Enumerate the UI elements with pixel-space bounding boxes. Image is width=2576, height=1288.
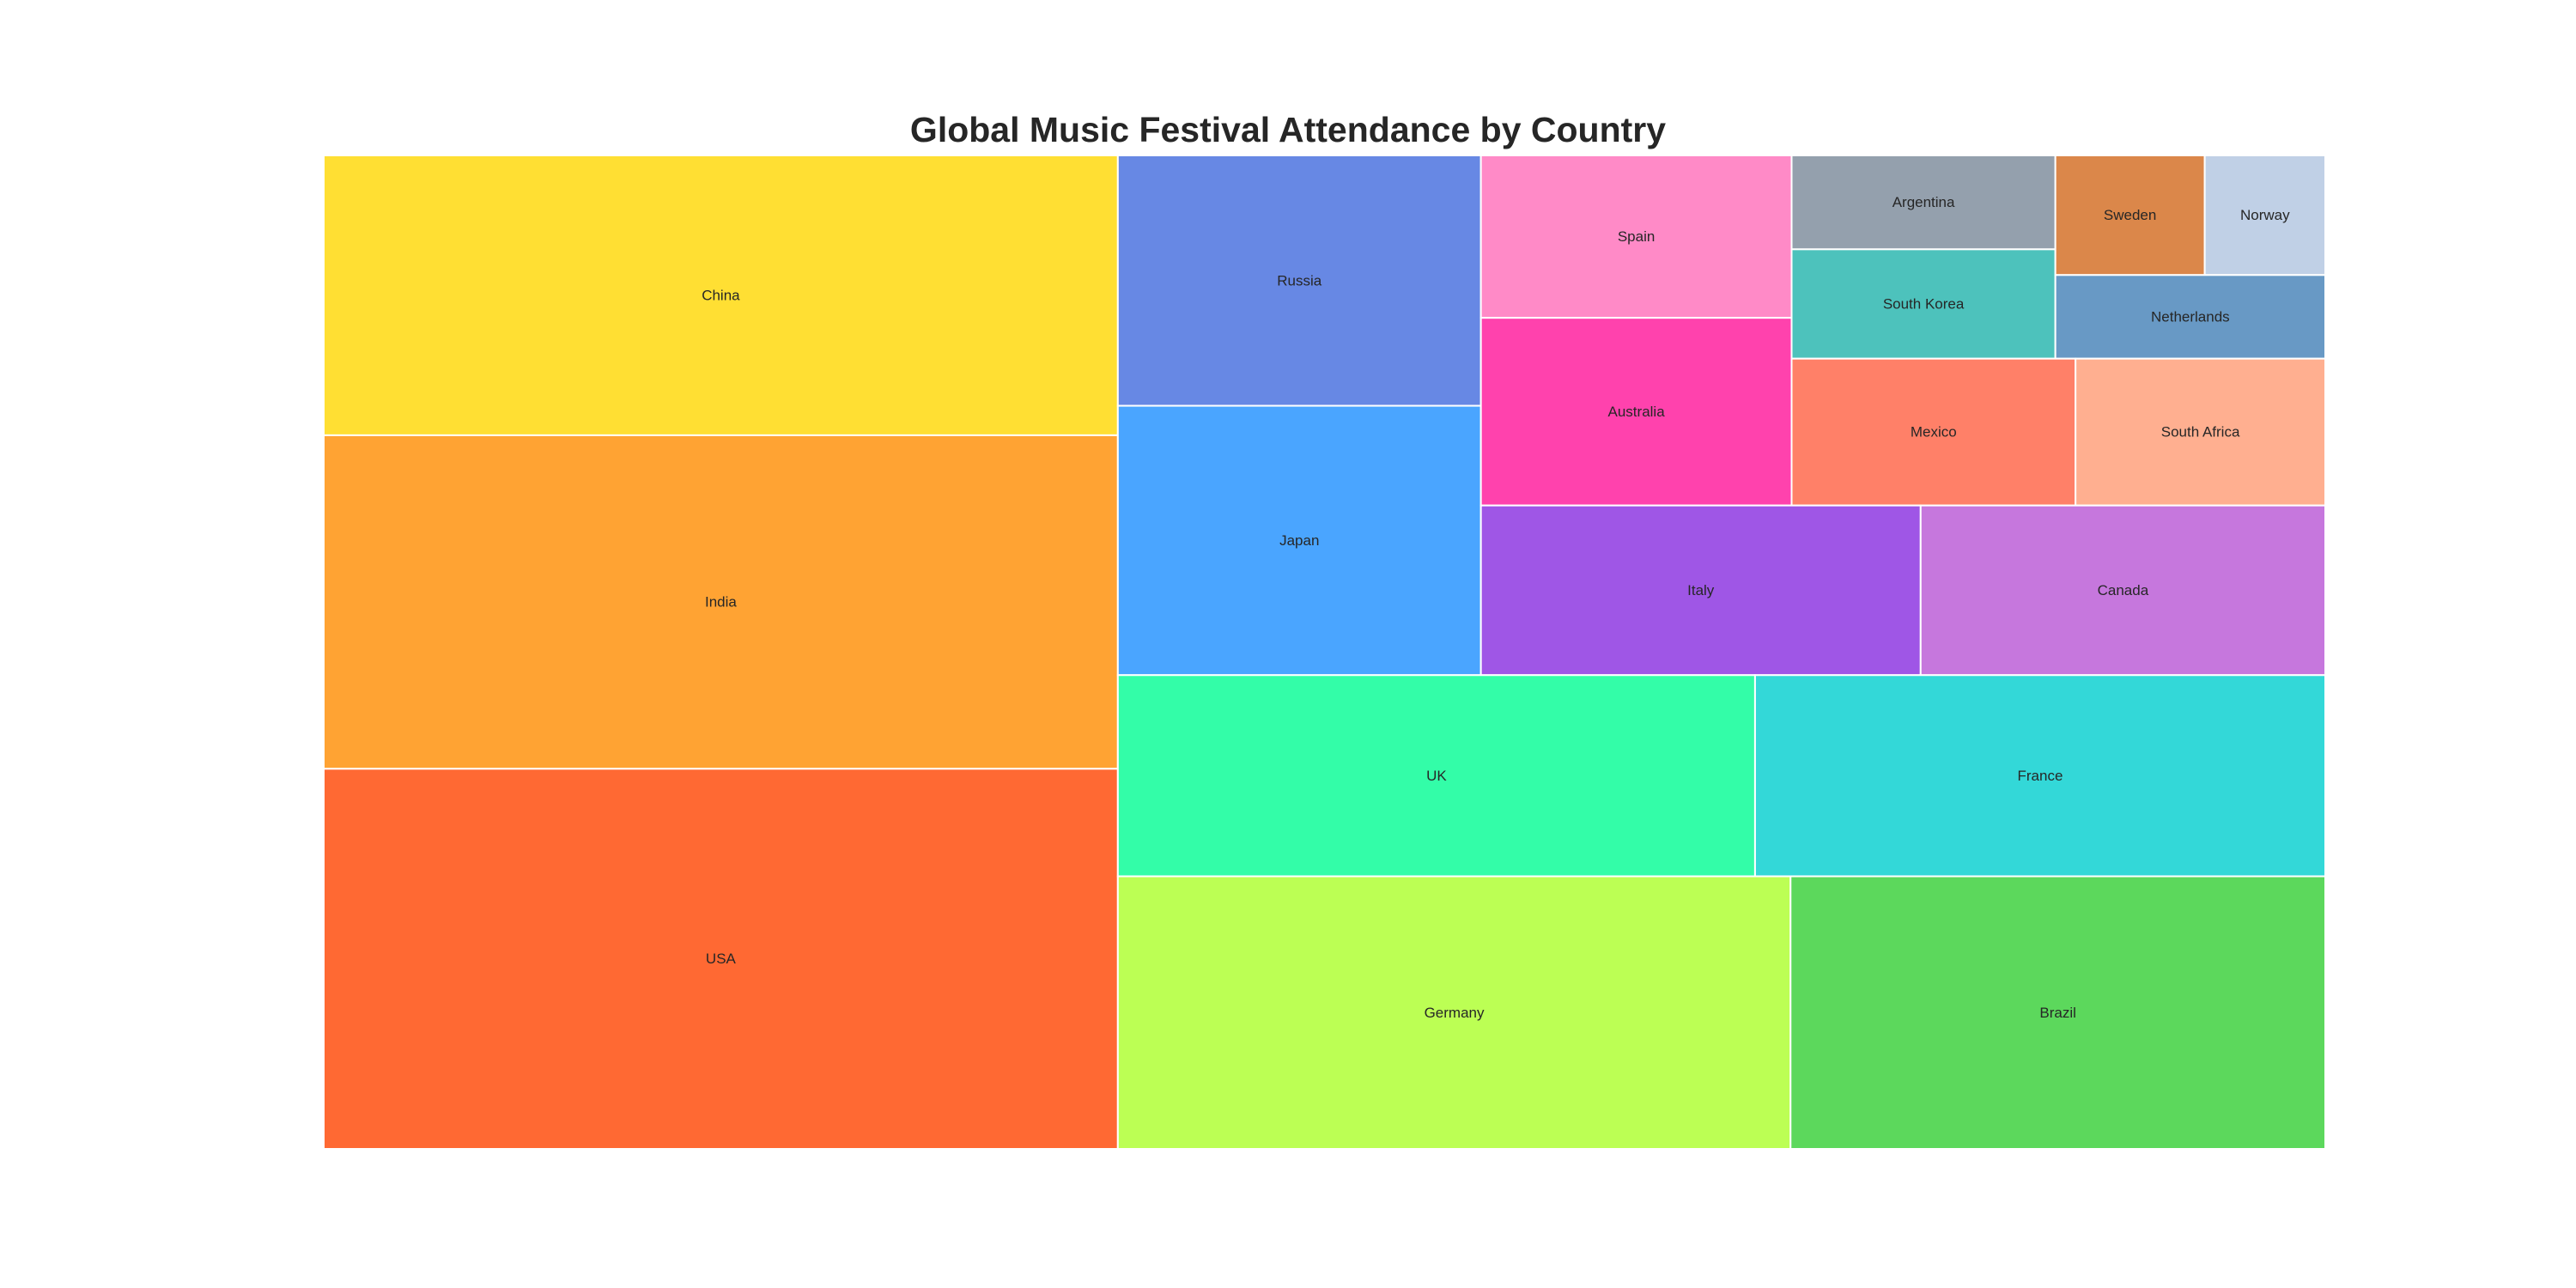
- treemap-rect-russia: [1116, 155, 1482, 407]
- treemap-label-south-africa: South Africa: [2161, 424, 2240, 440]
- treemap-label-sweden: Sweden: [2104, 207, 2156, 223]
- treemap-cell-norway: Norway: [2203, 155, 2327, 276]
- treemap-label-china: China: [702, 287, 740, 303]
- treemap-rect-canada: [1919, 504, 2326, 677]
- treemap-rect-sweden: [2054, 155, 2206, 276]
- treemap-rect-china: [323, 155, 1119, 436]
- treemap-label-russia: Russia: [1277, 272, 1322, 289]
- treemap-label-norway: Norway: [2240, 207, 2290, 223]
- treemap-rect-argentina: [1790, 155, 2057, 251]
- treemap-label-india: India: [705, 594, 737, 611]
- treemap-cell-usa: USA: [323, 768, 1119, 1150]
- treemap-label-uk: UK: [1426, 768, 1447, 784]
- treemap-cell-italy: Italy: [1479, 504, 1922, 677]
- treemap-cell-spain: Spain: [1479, 155, 1793, 319]
- treemap-cell-japan: Japan: [1116, 404, 1482, 677]
- treemap-rect-usa: [323, 768, 1119, 1150]
- treemap-cell-south-africa: South Africa: [2075, 357, 2326, 507]
- treemap-cell-germany: Germany: [1116, 875, 1792, 1151]
- treemap-label-italy: Italy: [1687, 582, 1715, 598]
- treemap-cell-china: China: [323, 155, 1119, 436]
- treemap-cell-france: France: [1753, 674, 2326, 878]
- treemap-label-argentina: Argentina: [1893, 194, 1955, 210]
- treemap-label-brazil: Brazil: [2039, 1005, 2076, 1021]
- treemap-rect-mexico: [1790, 357, 2077, 507]
- treemap-rect-france: [1753, 674, 2326, 878]
- treemap-rect-south-korea: [1790, 248, 2057, 360]
- treemap-rect-india: [323, 434, 1119, 770]
- treemap-rect-italy: [1479, 504, 1922, 677]
- treemap-label-germany: Germany: [1425, 1005, 1485, 1021]
- treemap-label-south-korea: South Korea: [1883, 296, 1965, 313]
- treemap-cell-mexico: Mexico: [1790, 357, 2077, 507]
- treemap-cell-netherlands: Netherlands: [2054, 274, 2326, 360]
- treemap-rect-south-africa: [2075, 357, 2326, 507]
- treemap-label-france: France: [2018, 768, 2063, 784]
- treemap-cell-australia: Australia: [1479, 317, 1793, 507]
- treemap-cell-brazil: Brazil: [1789, 875, 2327, 1151]
- treemap-cell-russia: Russia: [1116, 155, 1482, 407]
- treemap-cell-argentina: Argentina: [1790, 155, 2057, 251]
- treemap-label-usa: USA: [706, 951, 737, 967]
- treemap-label-australia: Australia: [1608, 404, 1666, 420]
- treemap-label-canada: Canada: [2098, 582, 2149, 598]
- treemap-cell-south-korea: South Korea: [1790, 248, 2057, 360]
- treemap-rect-uk: [1116, 674, 1756, 878]
- treemap-cell-uk: UK: [1116, 674, 1756, 878]
- treemap-label-japan: Japan: [1279, 532, 1319, 549]
- treemap-rect-australia: [1479, 317, 1793, 507]
- treemap-label-netherlands: Netherlands: [2151, 308, 2230, 325]
- treemap-cell-canada: Canada: [1919, 504, 2326, 677]
- chart-title: Global Music Festival Attendance by Coun…: [909, 110, 1667, 149]
- treemap-cell-sweden: Sweden: [2054, 155, 2206, 276]
- treemap-rect-germany: [1116, 875, 1792, 1151]
- treemap-rect-netherlands: [2054, 274, 2326, 360]
- treemap-cell-india: India: [323, 434, 1119, 770]
- treemap-label-spain: Spain: [1618, 228, 1655, 245]
- treemap-label-mexico: Mexico: [1911, 424, 1957, 440]
- treemap-rect-brazil: [1789, 875, 2327, 1151]
